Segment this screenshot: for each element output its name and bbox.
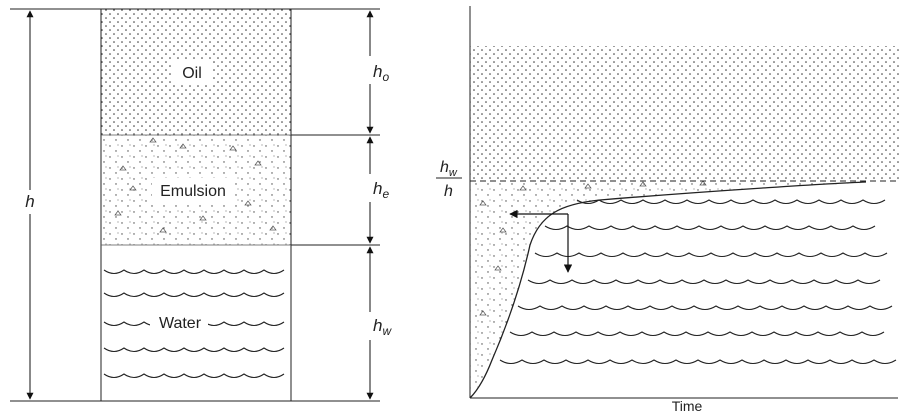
emulsion-specks	[114, 137, 277, 233]
oil-label: Oil	[182, 65, 202, 82]
wave-line	[103, 373, 285, 379]
left-column: Oil Emulsion Water h ho he hw	[10, 8, 392, 402]
wave-line	[103, 269, 285, 275]
water-waves-plot	[499, 199, 897, 365]
emulsion-height-label: he	[373, 179, 389, 201]
column-outline	[100, 8, 292, 402]
water-label: Water	[159, 315, 202, 332]
oil-height-label: ho	[373, 62, 389, 84]
wave-line	[509, 331, 885, 337]
wave-line	[576, 199, 886, 205]
right-plot: hw h Time	[436, 6, 899, 414]
y-ratio-denominator: h	[444, 183, 453, 200]
wave-line	[103, 292, 285, 298]
wave-line	[527, 279, 881, 285]
plot-emulsion-region	[470, 181, 898, 398]
x-axis-label: Time	[672, 398, 703, 414]
plot-oil-region	[470, 46, 899, 181]
wave-line	[499, 359, 897, 365]
emulsion-label: Emulsion	[160, 183, 226, 200]
wave-line	[534, 252, 888, 258]
water-height-label: hw	[373, 316, 392, 338]
plot-emulsion-specks	[479, 180, 707, 316]
total-height-label: h	[25, 192, 34, 211]
water-waves-left	[103, 269, 285, 379]
wave-line	[517, 305, 893, 311]
water-level-curve	[469, 181, 867, 399]
y-ratio-numerator: hw	[440, 159, 458, 179]
wave-line	[544, 225, 876, 231]
wave-line	[103, 347, 285, 353]
